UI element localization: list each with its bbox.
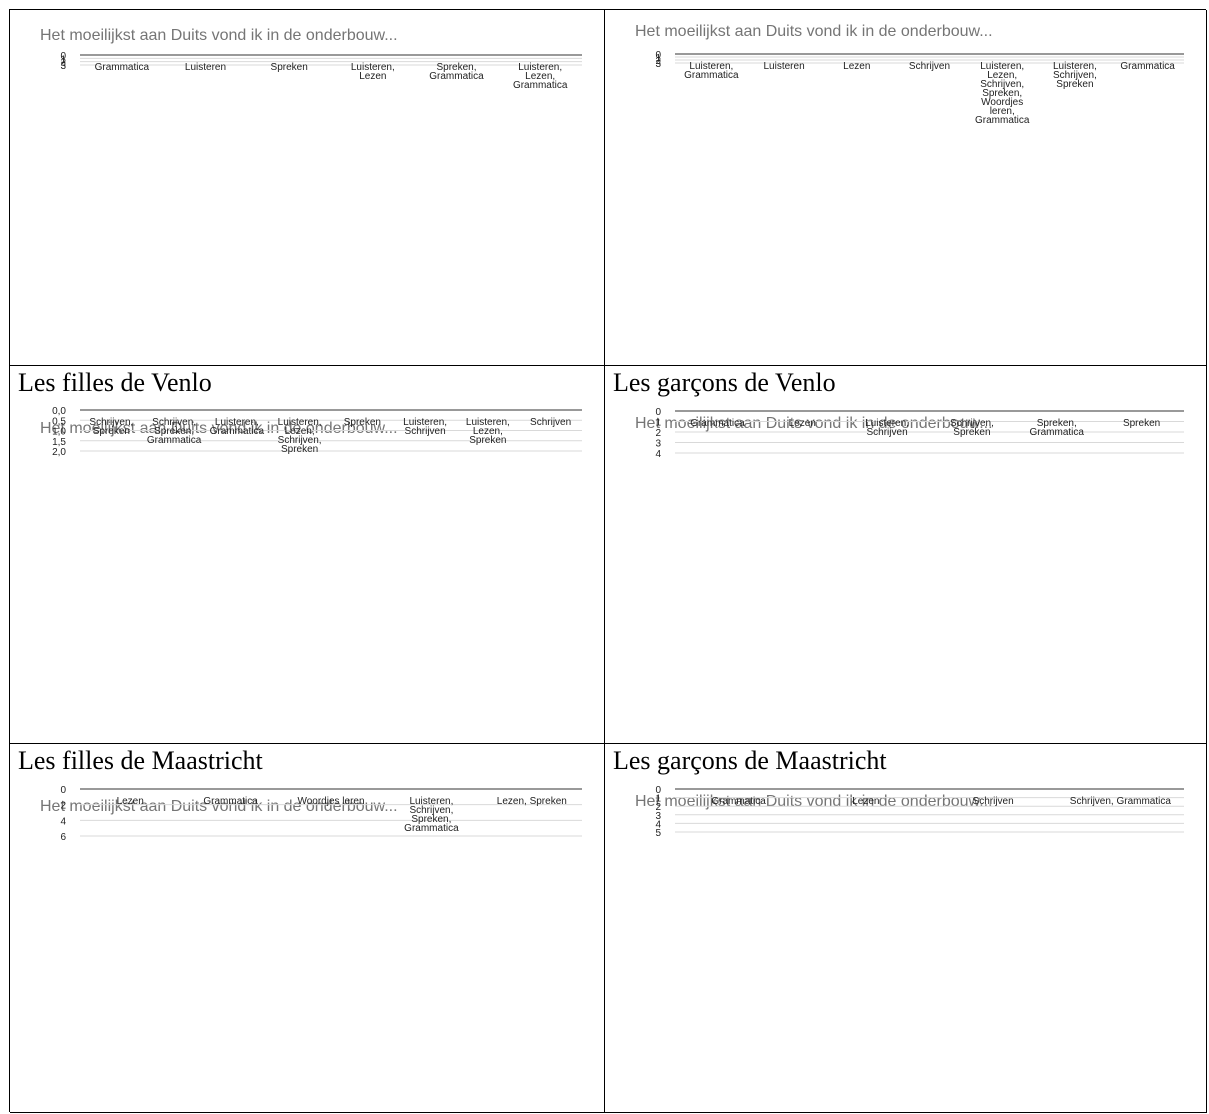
chart-title: Het moeilijkst aan Duits vond ik in de o… (635, 793, 993, 810)
x-tick-label: Luisteren (764, 61, 805, 72)
cell-2: Het moeilijkst aan Duits vond ik in de o… (605, 10, 1207, 366)
y-tick-label: 2 (655, 428, 661, 439)
y-tick-label: 3 (60, 61, 66, 72)
x-tick-label: Lezen (843, 61, 870, 72)
x-tick-label: Lezen (789, 418, 816, 429)
x-tick-label: Lezen (117, 796, 144, 807)
x-tick-label: Grammatica (1120, 61, 1175, 72)
y-tick-label: 5 (655, 828, 661, 839)
x-tick-label: Luisteren, Schrijven, Spreken, Grammatica (404, 796, 459, 834)
y-tick-label: 2 (60, 58, 66, 69)
y-tick-label: 2,0 (52, 447, 66, 458)
x-tick-label: Schrijven, Spreken (950, 418, 994, 438)
y-tick-label: 1 (655, 418, 661, 429)
y-tick-label: 1 (655, 794, 661, 805)
x-tick-label: Schrijven (909, 61, 950, 72)
x-tick-label: Spreken, Grammatica (1030, 418, 1085, 438)
y-tick-label: 0 (60, 785, 66, 796)
cell-label: Les filles de Venlo (18, 368, 212, 397)
x-tick-label: Luisteren, Schrijven, Spreken (1053, 61, 1097, 90)
bar-chart-3: Het moeilijkst aan Duits vond ik in de o… (40, 406, 582, 458)
bar-chart-6: Het moeilijkst aan Duits vond ik in de o… (635, 785, 1184, 839)
x-tick-label: Luisteren, Schrijven (403, 417, 447, 437)
x-tick-label: Luisteren, Grammatica (210, 417, 265, 437)
cell-1: Het moeilijkst aan Duits vond ik in de o… (10, 10, 605, 366)
x-tick-label: Luisteren, Lezen, Grammatica (513, 62, 568, 91)
x-tick-label: Luisteren, Grammatica (684, 61, 739, 81)
bar-chart-5: Het moeilijkst aan Duits vond ik in de o… (40, 785, 582, 843)
x-tick-label: Spreken, Grammatica (429, 62, 484, 82)
cell-3: Les filles de Venlo Het moeilijkst aan D… (10, 366, 605, 744)
y-tick-label: 1,5 (52, 437, 66, 448)
x-tick-label: Schrijven, Spreken, Grammatica (147, 417, 202, 446)
x-tick-label: Grammatica (203, 796, 258, 807)
x-tick-label: Luisteren, Lezen (351, 62, 395, 82)
y-tick-label: 2 (655, 56, 661, 67)
x-tick-label: Grammatica (95, 62, 150, 73)
y-tick-label: 0 (655, 50, 661, 61)
bar-chart-4: Het moeilijkst aan Duits vond ik in de o… (635, 407, 1184, 460)
x-tick-label: Schrijven, Grammatica (1070, 796, 1172, 807)
y-tick-label: 3 (655, 811, 661, 822)
y-tick-label: 1 (655, 53, 661, 64)
chart-title: Het moeilijkst aan Duits vond ik in de o… (635, 415, 993, 432)
x-tick-label: Schrijven, Spreken (89, 417, 133, 437)
y-tick-label: 0 (655, 785, 661, 796)
y-tick-label: 0,5 (52, 416, 66, 427)
x-tick-label: Grammatica (711, 796, 766, 807)
x-tick-label: Woordjes leren (297, 796, 364, 807)
cell-label: Les garçons de Venlo (613, 368, 836, 397)
x-tick-label: Lezen (852, 796, 879, 807)
chart-grid: Het moeilijkst aan Duits vond ik in de o… (9, 9, 1207, 1113)
x-tick-label: Luisteren, Schrijven (865, 418, 909, 438)
cell-6: Les garçons de Maastricht Het moeilijkst… (605, 744, 1207, 1113)
x-tick-label: Lezen, Spreken (497, 796, 567, 807)
chart-title: Het moeilijkst aan Duits vond ik in de o… (40, 798, 398, 815)
y-tick-label: 3 (655, 439, 661, 450)
x-tick-label: Spreken (344, 417, 381, 428)
cell-label: Les filles de Maastricht (18, 746, 263, 775)
x-tick-label: Schrijven (973, 796, 1014, 807)
y-tick-label: 3 (655, 59, 661, 70)
x-tick-label: Luisteren, Lezen, Schrijven, Spreken (278, 417, 322, 455)
x-tick-label: Schrijven (530, 417, 571, 428)
chart-title: Het moeilijkst aan Duits vond ik in de o… (40, 420, 398, 437)
y-tick-label: 0 (655, 407, 661, 418)
cell-label: Les garçons de Maastricht (613, 746, 887, 775)
y-tick-label: 2 (60, 801, 66, 812)
x-tick-label: Luisteren, Lezen, Spreken (466, 417, 510, 446)
y-tick-label: 4 (60, 816, 66, 827)
x-tick-label: Spreken (271, 62, 308, 73)
x-tick-label: Luisteren, Lezen, Schrijven, Spreken, Woordj… (975, 61, 1030, 126)
y-tick-label: 1,0 (52, 427, 66, 438)
x-tick-label: Luisteren (185, 62, 226, 73)
y-tick-label: 0,0 (52, 406, 66, 417)
y-tick-label: 0 (60, 51, 66, 62)
bar-chart-2: Het moeilijkst aan Duits vond ik in de o… (635, 23, 1184, 126)
x-tick-label: Grammatica (690, 418, 745, 429)
cell-5: Les filles de Maastricht Het moeilijkst … (10, 744, 605, 1113)
y-tick-label: 1 (60, 54, 66, 65)
y-tick-label: 4 (655, 819, 661, 830)
y-tick-label: 4 (655, 449, 661, 460)
chart-title: Het moeilijkst aan Duits vond ik in de o… (635, 23, 993, 40)
chart-title: Het moeilijkst aan Duits vond ik in de o… (40, 27, 398, 44)
x-tick-label: Spreken (1123, 418, 1160, 429)
cell-4: Les garçons de Venlo Het moeilijkst aan … (605, 366, 1207, 744)
bar-chart-1: Het moeilijkst aan Duits vond ik in de o… (40, 27, 582, 91)
y-tick-label: 2 (655, 802, 661, 813)
y-tick-label: 6 (60, 832, 66, 843)
